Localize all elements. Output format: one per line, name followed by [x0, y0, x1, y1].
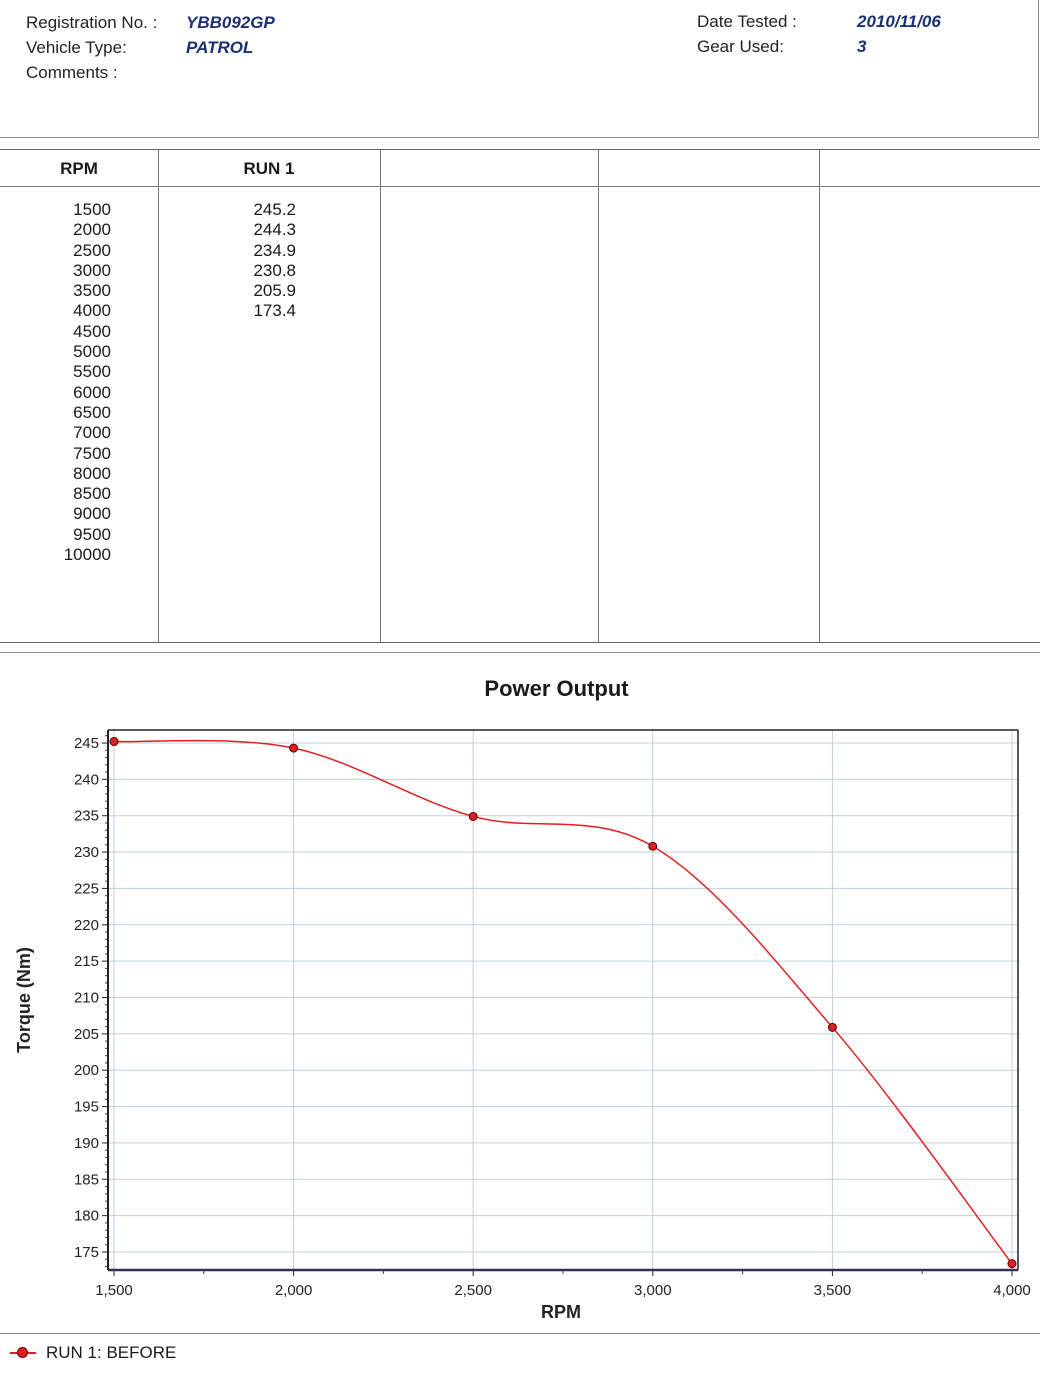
- plot-area: [108, 730, 1018, 1270]
- y-tick-label: 180: [74, 1208, 99, 1225]
- y-tick-label: 245: [74, 735, 99, 752]
- run1-torque-cell: 205.9: [253, 281, 296, 301]
- table-column-divider: [819, 150, 820, 642]
- registration-label: Registration No. :: [26, 13, 158, 32]
- table-column-divider: [598, 150, 599, 642]
- y-tick-label: 190: [74, 1135, 99, 1152]
- y-tick-label: 205: [74, 1026, 99, 1043]
- y-tick-label: 175: [74, 1244, 99, 1261]
- x-tick-label: 2,000: [275, 1282, 313, 1299]
- gear-used-value: 3: [857, 37, 867, 56]
- rpm-cell: 7000: [73, 423, 111, 443]
- y-tick-label: 230: [74, 844, 99, 861]
- run1-torque-cell: 234.9: [253, 240, 296, 260]
- rpm-cell: 4000: [73, 301, 111, 321]
- registration-value: YBB092GP: [186, 13, 275, 32]
- run1-torque-cell: 244.3: [253, 220, 296, 240]
- rpm-cell: 8000: [73, 463, 111, 483]
- rpm-column: 1500 2000 2500 3000 3500 4000 4500 5000 5500 6000…: [40, 200, 111, 565]
- series-line-run1: [113, 739, 1013, 1265]
- report-header: Registration No. : YBB092GP Vehicle Type…: [0, 0, 1039, 138]
- table-header-divider: [0, 186, 1040, 187]
- y-tick-label: 220: [74, 917, 99, 934]
- rpm-cell: 10000: [63, 545, 111, 565]
- y-axis-label: Torque (Nm): [14, 947, 34, 1053]
- rpm-cell: 4500: [73, 321, 111, 341]
- rpm-cell: 9000: [73, 504, 111, 524]
- x-axis-label: RPM: [541, 1302, 581, 1322]
- run1-torque-cell: 245.2: [253, 200, 296, 219]
- table-column-divider: [158, 150, 159, 642]
- comments-label: Comments :: [26, 63, 118, 82]
- data-point-run1: [289, 743, 299, 753]
- x-tick-label: 1,500: [95, 1282, 133, 1299]
- y-tick-label: 185: [74, 1171, 99, 1188]
- rpm-cell: 3500: [73, 281, 111, 301]
- chart-legend: RUN 1: BEFORE: [10, 1343, 176, 1363]
- rpm-cell: 9500: [73, 524, 111, 544]
- legend-divider: [0, 1333, 1040, 1334]
- data-point-run1: [1007, 1259, 1017, 1269]
- x-tick-label: 4,000: [993, 1282, 1031, 1299]
- rpm-column-header: RPM: [60, 159, 98, 178]
- rpm-cell: 7500: [73, 443, 111, 463]
- gear-used-label: Gear Used:: [697, 37, 784, 56]
- run1-torque-cell: 173.4: [253, 301, 296, 321]
- data-point-run1: [468, 811, 478, 821]
- data-point-run1: [109, 737, 119, 747]
- run1-column: 245.2 244.3 234.9 230.8 205.9 173.4: [230, 200, 296, 322]
- data-point-run1: [827, 1022, 837, 1032]
- rpm-cell: 2000: [73, 220, 111, 240]
- date-tested-value: 2010/11/06: [857, 12, 941, 31]
- y-tick-label: 235: [74, 808, 99, 825]
- rpm-cell: 6000: [73, 382, 111, 402]
- chart-title: Power Output: [484, 676, 629, 701]
- rpm-torque-table: RPM RUN 1 1500 2000 2500 3000 3500 4000 4500 50…: [0, 149, 1040, 643]
- x-tick-label: 3,000: [634, 1282, 672, 1299]
- rpm-cell: 1500: [73, 200, 111, 219]
- rpm-cell: 2500: [73, 240, 111, 260]
- rpm-cell: 5500: [73, 362, 111, 382]
- y-tick-label: 200: [74, 1062, 99, 1079]
- rpm-cell: 5000: [73, 342, 111, 362]
- y-tick-label: 195: [74, 1099, 99, 1116]
- legend-label: RUN 1: BEFORE: [46, 1343, 177, 1362]
- y-tick-label: 215: [74, 953, 99, 970]
- date-tested-label: Date Tested :: [697, 12, 797, 31]
- torque-chart: 175 180 185 190 195 200 205 210 215 220 225 230 235 2…: [14, 729, 1031, 1322]
- x-tick-label: 3,500: [814, 1282, 852, 1299]
- data-point-run1: [648, 841, 658, 851]
- run1-column-header: RUN 1: [243, 159, 295, 178]
- y-tick-label: 225: [74, 880, 99, 897]
- rpm-cell: 3000: [73, 260, 111, 280]
- section-divider: [0, 652, 1040, 653]
- legend-marker-icon: [10, 1343, 36, 1363]
- table-column-divider: [380, 150, 381, 642]
- x-tick-label: 2,500: [454, 1282, 492, 1299]
- run1-torque-cell: 230.8: [253, 260, 296, 280]
- y-tick-label: 210: [74, 990, 99, 1007]
- rpm-cell: 6500: [73, 402, 111, 422]
- vehicle-type-value: PATROL: [186, 38, 254, 57]
- vehicle-type-label: Vehicle Type:: [26, 38, 127, 57]
- y-tick-label: 240: [74, 771, 99, 788]
- rpm-cell: 8500: [73, 484, 111, 504]
